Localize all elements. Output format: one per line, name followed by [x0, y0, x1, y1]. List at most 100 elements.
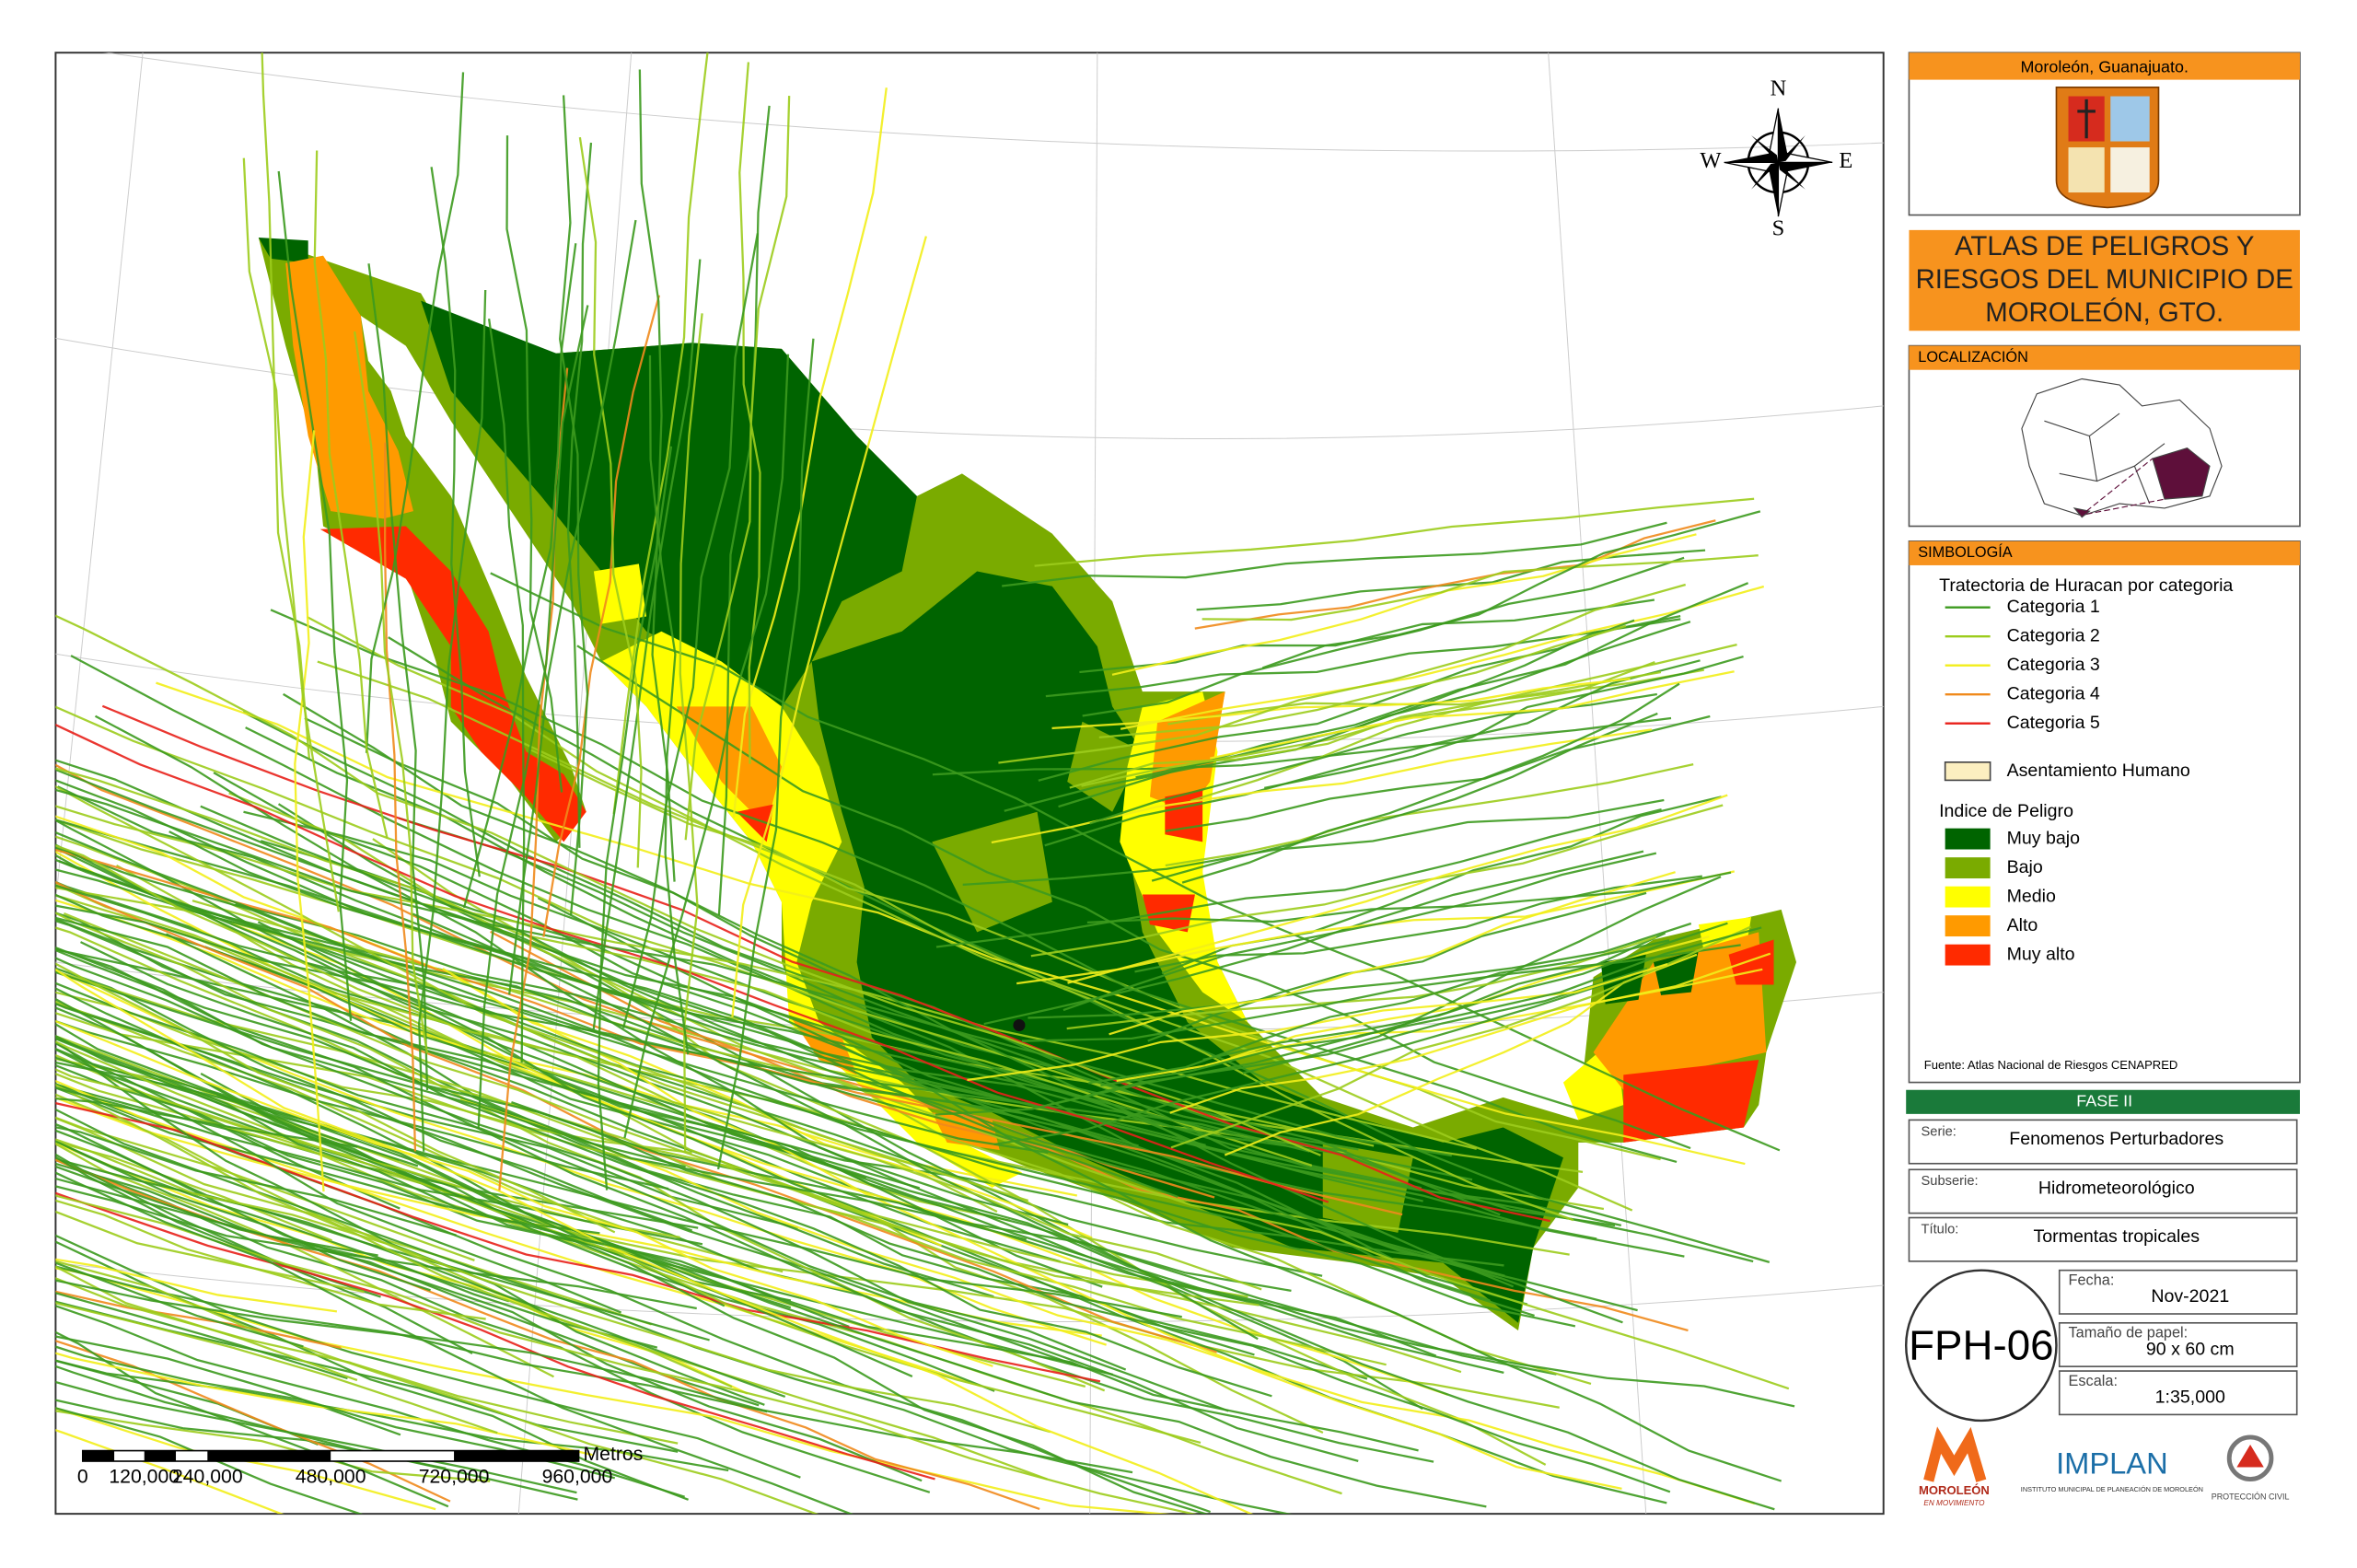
- hurricane-track: [55, 1053, 1342, 1495]
- hurricane-track: [55, 1210, 365, 1294]
- legend-label: Medio: [2007, 886, 2056, 906]
- hurricane-track: [168, 830, 1347, 1153]
- hurricane-track: [55, 1057, 400, 1162]
- hurricane-track: [55, 1083, 1211, 1514]
- compass-e: E: [1839, 148, 1852, 173]
- hurricane-track: [55, 967, 693, 1232]
- legend-label: Categoria 3: [2007, 655, 2100, 675]
- scale-label: 720,000: [419, 1467, 490, 1488]
- hurricane-track: [623, 354, 790, 1139]
- hurricane-track: [1181, 682, 1680, 884]
- hurricane-track: [462, 243, 577, 909]
- hurricane-track: [101, 704, 1550, 1223]
- detail-value: 1:35,000: [2155, 1388, 2225, 1408]
- compass-w: W: [1700, 148, 1722, 173]
- hazard-zone: [593, 563, 647, 624]
- field-label: Subserie:: [1922, 1174, 1979, 1189]
- hurricane-track: [372, 838, 1547, 1466]
- field-value: Tormentas tropicales: [2033, 1226, 2200, 1247]
- hurricane-track: [55, 1153, 381, 1298]
- hurricane-track: [1028, 922, 1692, 1019]
- hurricane-track: [200, 805, 1623, 1324]
- hurricane-track: [1134, 875, 1702, 973]
- hurricane-track: [213, 772, 1535, 1318]
- hurricane-track: [55, 1037, 792, 1309]
- hurricane-track: [1066, 935, 1657, 1030]
- hurricane-track: [55, 1079, 981, 1388]
- legend-swatch: [1945, 886, 1991, 908]
- hurricane-track: [1098, 624, 1627, 739]
- hurricane-track: [55, 779, 1685, 1258]
- hurricane-track: [55, 957, 686, 1168]
- hurricane-track: [55, 1260, 819, 1515]
- hurricane-track: [55, 784, 1029, 1202]
- hurricane-track: [1069, 670, 1662, 789]
- hurricane-track: [1190, 644, 1737, 802]
- hurricane-track: [55, 1126, 457, 1237]
- legend-label: Categoria 5: [2007, 713, 2100, 733]
- location-heading: LOCALIZACIÓN: [1918, 348, 2028, 366]
- hurricane-track: [55, 1162, 760, 1407]
- hurricane-track: [55, 1019, 669, 1191]
- hurricane-track: [383, 442, 417, 1152]
- field-label: Título:: [1922, 1222, 1959, 1237]
- hurricane-track: [55, 843, 1576, 1328]
- hurricane-track: [55, 1019, 993, 1367]
- hurricane-track: [621, 233, 759, 1028]
- hurricane-track: [55, 968, 1254, 1515]
- hurricane-track: [55, 1265, 768, 1413]
- coat-of-arms: [2055, 86, 2160, 209]
- hurricane-track: [1030, 804, 1724, 958]
- hurricane-track: [578, 136, 643, 868]
- detail-box: [2058, 1370, 2298, 1416]
- hurricane-track: [559, 95, 589, 916]
- logo-text: MOROLEÓN: [1919, 1483, 1990, 1497]
- hurricane-track: [962, 798, 1665, 887]
- scale-unit: Metros: [583, 1444, 643, 1465]
- hurricane-track: [55, 1117, 1048, 1481]
- logos: MOROLEÓN EN MOVIMIENTO IMPLAN INSTITUTO …: [1919, 1426, 2289, 1507]
- hurricane-track: [57, 785, 1310, 1153]
- hurricane-track: [55, 1086, 600, 1235]
- hurricane-track: [55, 1177, 378, 1257]
- hurricane-track: [55, 1185, 697, 1310]
- hurricane-track: [679, 313, 703, 1152]
- hurricane-track: [55, 1407, 436, 1511]
- hurricane-track: [242, 157, 340, 912]
- legend-label: Categoria 2: [2007, 625, 2100, 645]
- hurricane-track: [935, 807, 1662, 948]
- hazard-zone: [1623, 1060, 1759, 1143]
- field-box: [1908, 1168, 2298, 1214]
- hurricane-track: [638, 69, 676, 882]
- hurricane-track: [592, 259, 702, 1030]
- legend-swatch: [1945, 828, 1991, 850]
- hurricane-track: [55, 1108, 1293, 1515]
- hurricane-track: [55, 1365, 578, 1501]
- hurricane-track: [55, 1429, 284, 1515]
- hurricane-track: [55, 1048, 622, 1314]
- legend-label: Bajo: [2007, 857, 2043, 877]
- hurricane-track: [55, 880, 1217, 1353]
- legend-label: Alto: [2007, 915, 2038, 935]
- hurricane-track: [932, 716, 1672, 776]
- hurricane-track: [55, 1240, 689, 1501]
- hurricane-track: [55, 1034, 419, 1167]
- hurricane-track: [115, 864, 1324, 1434]
- hurricane-track: [1111, 533, 1697, 676]
- code: FPH-06: [1909, 1322, 2053, 1369]
- hurricane-track: [55, 1157, 710, 1342]
- hazard-zone: [601, 631, 1023, 1188]
- hurricane-track: [1210, 670, 1735, 760]
- detail-label: Escala:: [2069, 1373, 2119, 1389]
- hurricane-track: [55, 1097, 358, 1148]
- detail-value: 90 x 60 cm: [2146, 1339, 2235, 1359]
- hurricane-track: [55, 1330, 449, 1508]
- hurricane-track: [998, 583, 1687, 764]
- hurricane-track: [55, 1359, 729, 1472]
- hurricane-track: [55, 1143, 554, 1378]
- hurricane-track: [55, 904, 1473, 1181]
- detail-value: Nov-2021: [2151, 1286, 2229, 1307]
- hurricane-track: [55, 1335, 401, 1436]
- hurricane-track: [490, 572, 1781, 1152]
- hurricane-tracks: [55, 52, 1795, 1515]
